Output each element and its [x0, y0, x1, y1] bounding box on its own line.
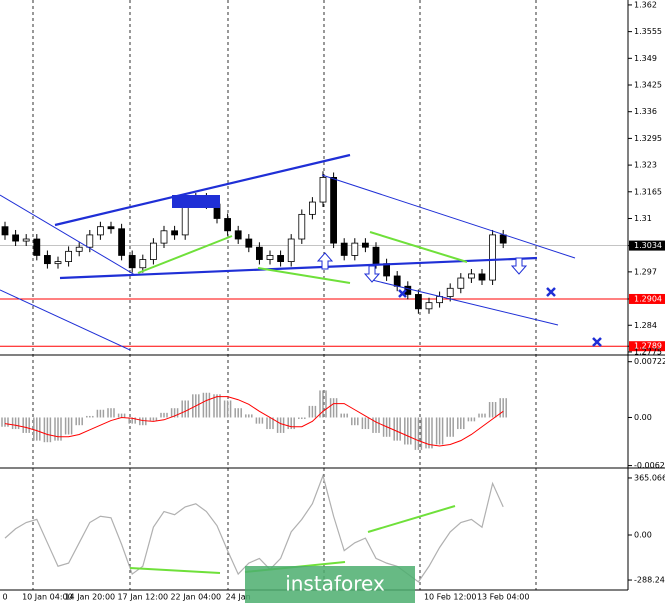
y-tick-label: 1.297 [634, 267, 657, 276]
candle-body [118, 228, 125, 256]
candle-body [22, 238, 30, 242]
x-tick-label: 14 Jan 20:00 [64, 593, 115, 602]
y-tick-label: 1.284 [634, 321, 657, 330]
y-tick-label: 1.3165 [634, 187, 662, 196]
candle-body [478, 273, 486, 281]
candle-body [393, 275, 401, 287]
y-tick-label: 1.3295 [634, 134, 662, 143]
y-tick-label: 1.3425 [634, 81, 662, 90]
x-tick-label: 13 Feb 04:00 [477, 593, 529, 602]
annotations [0, 153, 602, 574]
candle-body [298, 213, 306, 240]
candle-body [234, 230, 242, 240]
candle-body [319, 177, 327, 203]
candle-body [44, 255, 51, 265]
candle-body [171, 230, 179, 236]
watermark-box [245, 566, 415, 603]
candle-body [489, 234, 497, 281]
cci-line [4, 473, 504, 583]
x-tick-label: 0 [2, 593, 7, 602]
y-tick-label: 0.00 [634, 531, 652, 540]
macd-signal [4, 396, 504, 447]
y-tick-label: -288.2424 [634, 576, 665, 585]
x-tick-label: 24 Jan [226, 593, 251, 602]
level-label-bg [629, 293, 665, 304]
candle-body [414, 294, 422, 310]
candle-body [361, 242, 369, 248]
x-tick-label: 10 Feb 12:00 [424, 593, 476, 602]
candle-body [287, 238, 295, 262]
candle-body [245, 238, 253, 248]
candle-body [467, 273, 475, 279]
candle-body [75, 246, 83, 252]
candle-body [308, 201, 316, 215]
candle-body [383, 263, 391, 277]
candle-body [224, 218, 232, 232]
candle-body [160, 230, 168, 244]
y-tick-label: 0.00 [634, 413, 652, 422]
candle-body [340, 242, 348, 256]
candle-body [86, 234, 94, 248]
x-tick-label: 17 Jan 12:00 [117, 593, 168, 602]
y-tick-label: 1.2775 [634, 347, 662, 356]
y-tick-label: 1.323 [634, 161, 657, 170]
x-tick-label: 22 Jan 04:00 [170, 593, 221, 602]
y-tick-label: 1.2904 [634, 294, 662, 303]
candle-body [97, 226, 104, 236]
watermark: instaforex [285, 572, 385, 596]
y-tick-label: 1.31 [634, 214, 652, 223]
candle-body [446, 287, 454, 297]
y-tick-label: 1.336 [634, 107, 657, 116]
candle-body [33, 238, 41, 256]
x-tick-label: 10 Jan 04:00 [22, 593, 73, 602]
candle-body [436, 296, 444, 304]
candle-body [255, 246, 263, 260]
candle-body [351, 242, 359, 256]
candle-body [266, 255, 274, 260]
y-tick-label: 1.349 [634, 54, 657, 63]
y-tick-label: 0.00722 [634, 357, 665, 366]
y-tick-label: 1.2789 [634, 342, 662, 351]
level-label-bg [629, 341, 665, 352]
candle-body [65, 250, 72, 262]
candle-body [457, 277, 465, 289]
y-tick-label: 1.3034 [634, 241, 662, 250]
candle-body [425, 302, 433, 310]
candle-body [277, 255, 285, 262]
candle-body [54, 261, 62, 265]
y-tick-label: 365.0666 [634, 473, 665, 482]
y-tick-label: 1.362 [634, 0, 657, 9]
candle-body [499, 234, 507, 244]
candle-body [139, 259, 147, 269]
candle-body [149, 242, 157, 260]
candle-body [107, 226, 115, 230]
candle-body [372, 246, 380, 265]
candle-body [12, 234, 20, 242]
candle-body [1, 226, 9, 236]
price-label-bg [629, 240, 665, 251]
candle-body [330, 177, 338, 244]
y-tick-label: 1.3555 [634, 27, 662, 36]
candle-body [128, 255, 136, 269]
